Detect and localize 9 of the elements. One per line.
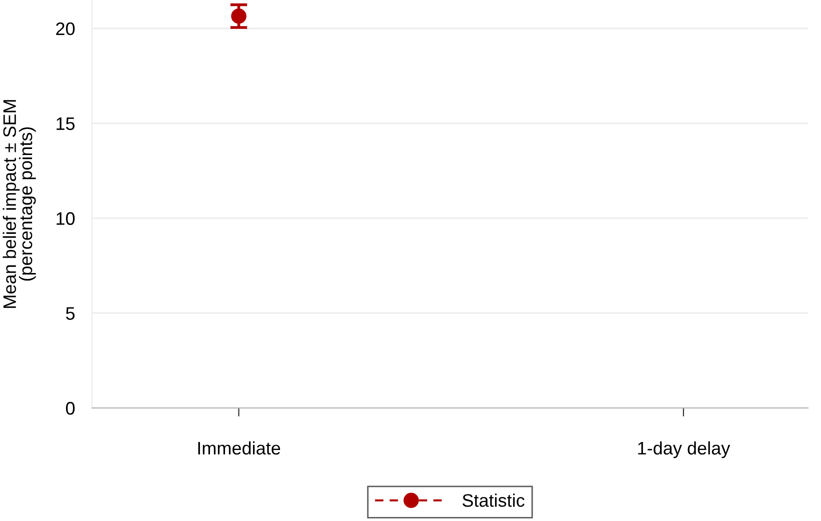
y-tick-label: 5 xyxy=(66,307,75,320)
y-tick-label: 15 xyxy=(56,117,75,130)
x-tick-label: 1-day delay xyxy=(638,441,730,458)
y-axis-title: Mean belief impact ± SEM (percentage points) xyxy=(2,100,36,308)
legend-label: Statistic xyxy=(462,494,524,507)
y-tick-label: 20 xyxy=(56,22,75,36)
y-tick-label: 10 xyxy=(56,212,75,225)
x-tick-label: Immediate xyxy=(198,441,280,455)
y-tick-label: 0 xyxy=(66,402,75,415)
